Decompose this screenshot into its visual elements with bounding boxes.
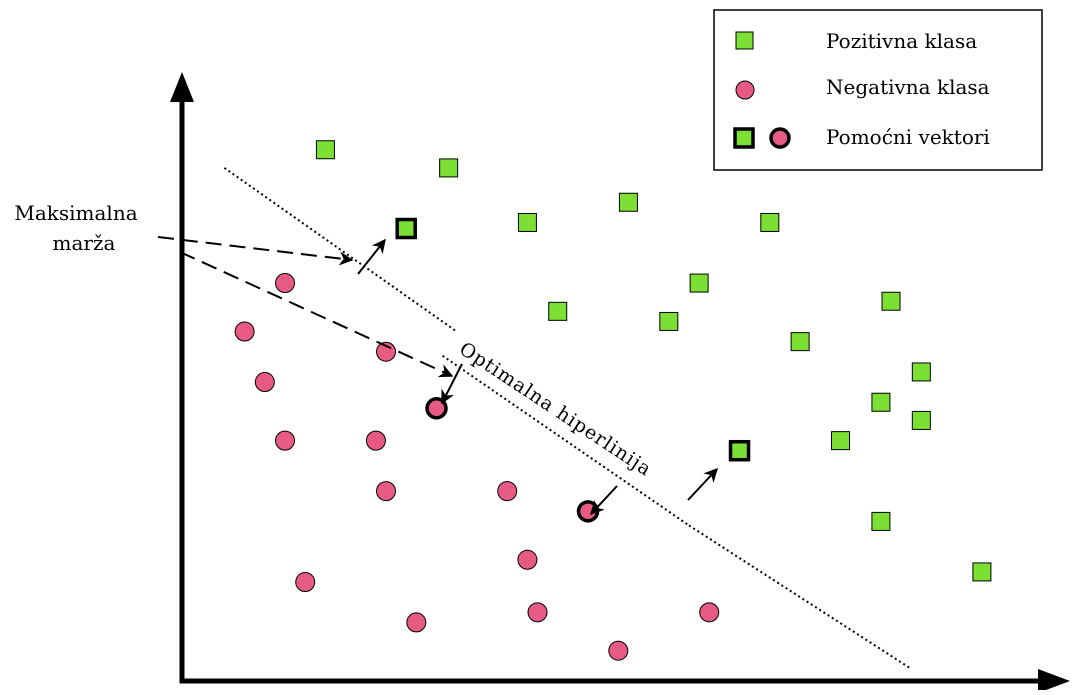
support-arrow-pos-2 [687, 467, 718, 501]
negative-point [275, 273, 296, 294]
axes [170, 72, 1070, 693]
legend: Pozitivna klasa Negativna klasa Pomoćni … [713, 9, 1043, 171]
support-arrow-neg-1 [441, 363, 463, 405]
legend-support-circle-marker [769, 127, 791, 149]
positive-point [689, 273, 709, 293]
positive-point [871, 511, 891, 531]
support-vector-positive [728, 439, 751, 462]
negative-point [365, 430, 386, 451]
negative-point [517, 549, 538, 570]
negative-point [527, 602, 548, 623]
negative-point [234, 321, 255, 342]
legend-negative-label: Negativna klasa [826, 75, 990, 99]
x-axis-arrowhead [1038, 669, 1070, 693]
hyperplane-line-lower [688, 524, 912, 670]
decision-lines [223, 167, 912, 670]
negative-point [497, 481, 518, 502]
positive-point [760, 212, 780, 232]
negative-point [275, 430, 296, 451]
support-vector-negative [425, 397, 448, 420]
positive-point [618, 192, 638, 212]
hyperplane-label: Optimalna hiperlinija [455, 338, 656, 481]
margin-label: Maksimalna marža [14, 201, 137, 255]
positive-point [881, 291, 901, 311]
negative-point [608, 640, 629, 661]
legend-support-square-marker [733, 127, 755, 149]
negative-point [699, 602, 720, 623]
positive-point [315, 140, 335, 160]
legend-support-label: Pomoćni vektori [826, 125, 990, 149]
positive-point [871, 392, 891, 412]
positive-point [659, 311, 679, 331]
positive-point [911, 362, 931, 382]
margin-label-line2: marža [53, 231, 116, 255]
positive-point [831, 431, 851, 451]
positive-point [911, 410, 931, 430]
hyperplane-label-bg [450, 333, 659, 484]
positive-point [548, 301, 568, 321]
negative-point [254, 372, 275, 393]
support-arrows [357, 238, 718, 516]
support-arrow-neg-2 [590, 485, 618, 516]
margin-label-line1: Maksimalna [14, 201, 137, 225]
margin-arrow-lower [179, 251, 454, 378]
margin-boundary-line [223, 167, 458, 333]
y-axis-arrowhead [170, 72, 194, 102]
margin-arrows [157, 236, 454, 378]
support-vector-positive [395, 217, 417, 240]
positive-point [517, 212, 537, 232]
margin-arrow-upper [157, 236, 354, 266]
hyperplane-label-group: Optimalna hiperlinija [450, 333, 659, 484]
positive-point [439, 158, 459, 178]
support-arrow-pos-1 [357, 238, 386, 275]
legend-negative-marker [735, 80, 755, 100]
negative-point [376, 481, 397, 502]
data-points [234, 140, 992, 661]
legend-positive-label: Pozitivna klasa [826, 29, 977, 53]
positive-point [790, 332, 810, 352]
negative-point [406, 612, 427, 633]
legend-positive-marker [735, 31, 754, 50]
hyperplane-line [442, 354, 690, 527]
legend-box [713, 9, 1043, 171]
positive-point [972, 562, 992, 582]
negative-point [295, 572, 316, 593]
